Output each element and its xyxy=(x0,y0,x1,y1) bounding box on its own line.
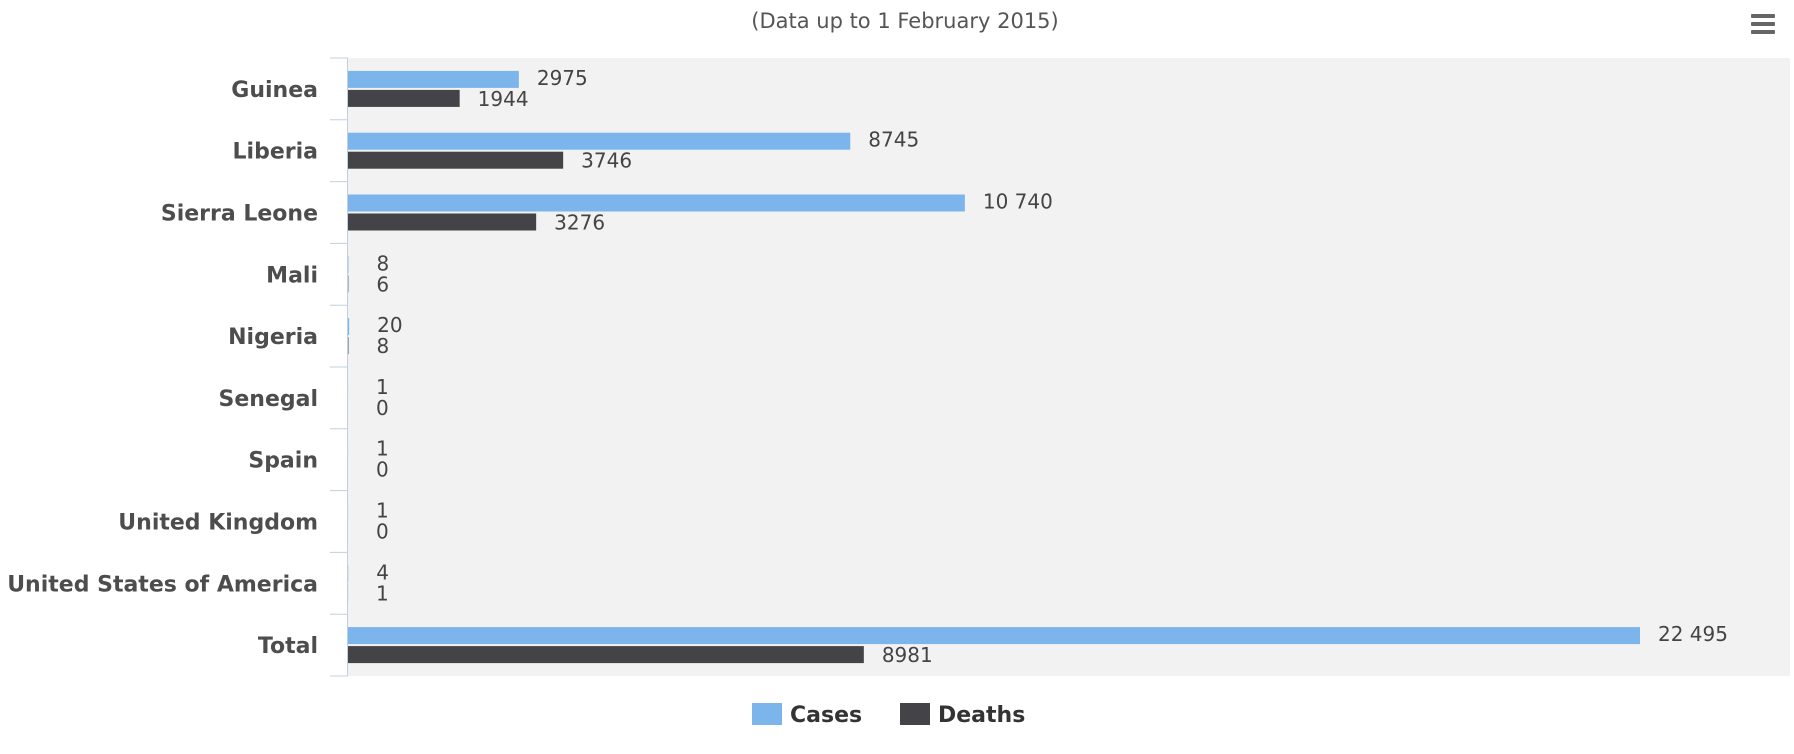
plot-area xyxy=(348,58,1790,676)
legend-label-cases: Cases xyxy=(790,703,862,728)
chart-subtitle: (Data up to 1 February 2015) xyxy=(751,9,1058,33)
category-axis: Guinea Liberia Sierra Leone Mali Nigeria Sene… xyxy=(7,57,348,677)
category-label-nigeria: Nigeria xyxy=(228,325,318,350)
hamburger-menu-icon xyxy=(1751,14,1775,34)
legend-item-cases[interactable]: Cases xyxy=(752,703,862,728)
data-label-cases-nigeria: 20 xyxy=(377,313,402,337)
data-label-deaths-senegal: 0 xyxy=(376,396,389,420)
bar-deaths-guinea[interactable] xyxy=(348,89,460,107)
category-label-united-kingdom: United Kingdom xyxy=(118,511,318,536)
bar-cases-sierra-leone[interactable] xyxy=(348,194,965,212)
category-label-guinea: Guinea xyxy=(231,78,318,103)
category-label-senegal: Senegal xyxy=(219,387,318,412)
category-label-liberia: Liberia xyxy=(233,140,318,165)
data-label-deaths-spain: 0 xyxy=(376,458,389,482)
data-label-cases-spain: 1 xyxy=(376,437,389,461)
data-label-cases-united-kingdom: 1 xyxy=(376,499,389,523)
chart-menu-button[interactable] xyxy=(1748,8,1778,40)
legend-item-deaths[interactable]: Deaths xyxy=(900,703,1025,728)
bar-cases-liberia[interactable] xyxy=(348,132,851,150)
legend-swatch-cases xyxy=(752,703,782,725)
data-label-deaths-mali: 6 xyxy=(376,272,389,296)
data-label-deaths-liberia: 3746 xyxy=(581,149,632,173)
data-label-deaths-sierra-leone: 3276 xyxy=(554,211,605,235)
data-label-deaths-united-kingdom: 0 xyxy=(376,520,389,544)
bar-cases-total[interactable] xyxy=(348,627,1640,645)
legend-swatch-deaths xyxy=(900,703,930,725)
bar-deaths-total[interactable] xyxy=(348,646,864,664)
category-label-mali: Mali xyxy=(266,263,318,288)
category-label-spain: Spain xyxy=(248,449,318,474)
category-label-sierra-leone: Sierra Leone xyxy=(161,202,318,227)
bar-deaths-sierra-leone[interactable] xyxy=(348,213,537,231)
data-label-cases-guinea: 2975 xyxy=(537,66,588,90)
category-label-total: Total xyxy=(258,634,318,659)
category-label-united-states-of-america: United States of America xyxy=(7,572,318,597)
data-label-cases-mali: 8 xyxy=(376,251,389,275)
data-label-deaths-united-states-of-america: 1 xyxy=(376,581,389,605)
data-label-cases-liberia: 8745 xyxy=(868,128,919,152)
data-label-cases-senegal: 1 xyxy=(376,375,389,399)
legend: Cases Deaths xyxy=(752,703,1025,728)
data-label-cases-total: 22 495 xyxy=(1658,622,1728,646)
legend-label-deaths: Deaths xyxy=(938,703,1025,728)
bar-deaths-liberia[interactable] xyxy=(348,151,564,169)
data-label-cases-sierra-leone: 10 740 xyxy=(983,190,1053,214)
bar-cases-guinea[interactable] xyxy=(348,70,519,88)
data-label-deaths-guinea: 1944 xyxy=(478,87,529,111)
data-label-deaths-nigeria: 8 xyxy=(376,334,389,358)
data-label-deaths-total: 8981 xyxy=(882,643,933,667)
bar-cases-nigeria[interactable] xyxy=(348,318,350,336)
bars xyxy=(348,70,1640,664)
data-label-cases-united-states-of-america: 4 xyxy=(376,560,389,584)
